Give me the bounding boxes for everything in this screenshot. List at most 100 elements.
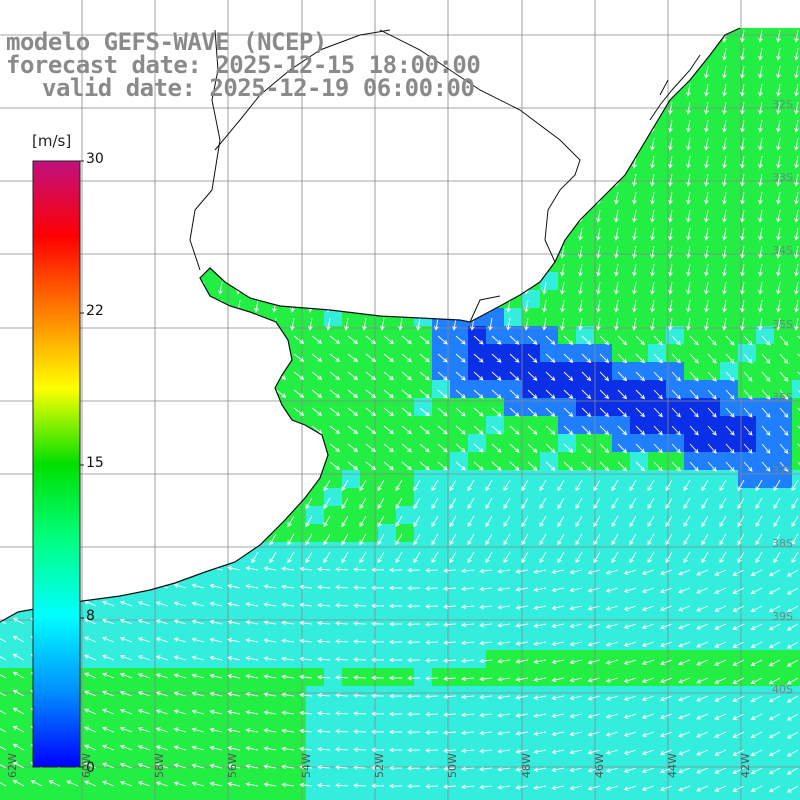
wind-cell: [558, 722, 577, 741]
wind-cell: [792, 722, 800, 741]
wind-arrow: [701, 551, 709, 564]
wind-cell: [324, 740, 343, 759]
wind-cell: [612, 650, 631, 669]
wind-cell: [594, 650, 613, 669]
wind-arrow: [750, 785, 763, 793]
wind-cell: [558, 668, 577, 687]
wind-arrow: [527, 335, 538, 345]
wind-arrow: [614, 317, 619, 331]
wind-arrow: [635, 443, 646, 454]
wind-cell: [126, 596, 145, 615]
wind-cell: [450, 776, 469, 795]
wind-cell: [234, 650, 253, 669]
wind-arrow: [776, 173, 781, 187]
wind-cell: [90, 632, 109, 651]
wind-arrow: [722, 47, 727, 61]
wind-cell: [576, 776, 595, 795]
wind-cell: [558, 704, 577, 723]
wind-cell: [738, 344, 757, 363]
wind-arrow: [380, 317, 385, 331]
wind-arrow: [173, 673, 187, 679]
wind-arrow: [768, 569, 781, 577]
wind-cell: [558, 776, 577, 795]
wind-cell: [702, 92, 721, 111]
wind-cell: [684, 164, 703, 183]
wind-arrow: [218, 281, 223, 295]
wind-cell: [504, 722, 523, 741]
wind-cell: [396, 614, 415, 633]
wind-cell: [756, 308, 775, 327]
wind-arrow: [353, 693, 367, 698]
wind-arrow: [317, 782, 331, 788]
wind-cell: [396, 524, 415, 543]
wind-cell: [360, 686, 379, 705]
wind-cell: [180, 668, 199, 687]
wind-arrow: [701, 533, 709, 546]
wind-arrow: [617, 389, 628, 400]
wind-arrow: [761, 407, 771, 418]
wind-arrow: [299, 674, 313, 680]
wind-cell: [270, 776, 289, 795]
wind-arrow: [569, 749, 583, 755]
wind-arrow: [12, 653, 25, 661]
wind-arrow: [437, 335, 448, 345]
wind-cell: [450, 794, 469, 800]
wind-cell: [774, 668, 793, 687]
wind-cell: [774, 326, 793, 345]
wind-cell: [522, 434, 541, 453]
wind-cell: [774, 776, 793, 795]
wind-cell: [594, 200, 613, 219]
wind-arrow: [581, 371, 592, 382]
wind-arrow: [677, 641, 691, 648]
wind-cell: [774, 398, 793, 417]
wind-cell: [558, 290, 577, 309]
wind-arrow: [437, 371, 448, 381]
wind-cell: [792, 308, 800, 327]
wind-arrow: [371, 783, 385, 789]
wind-cell: [684, 380, 703, 399]
wind-cell: [630, 632, 649, 651]
wind-arrow: [263, 620, 277, 625]
wind-arrow: [551, 731, 565, 737]
wind-cell: [684, 578, 703, 597]
wind-arrow: [569, 695, 583, 701]
wind-arrow: [209, 619, 223, 625]
wind-cell: [306, 740, 325, 759]
wind-arrow: [786, 605, 799, 613]
wind-cell: [216, 578, 235, 597]
wind-cell: [612, 470, 631, 489]
wind-cell: [432, 506, 451, 525]
wind-cell: [648, 488, 667, 507]
wind-arrow: [383, 425, 394, 435]
wind-cell: [540, 722, 559, 741]
wind-cell: [522, 632, 541, 651]
wind-cell: [252, 794, 271, 800]
wind-cell: [342, 650, 361, 669]
wind-arrow: [668, 101, 673, 115]
wind-arrow: [293, 371, 305, 380]
wind-arrow: [389, 693, 403, 699]
wind-arrow: [305, 551, 313, 564]
wind-arrow: [497, 784, 511, 790]
wind-arrow: [407, 711, 421, 717]
wind-arrow: [521, 479, 529, 492]
wind-arrow: [581, 407, 592, 418]
wind-arrow: [263, 782, 277, 787]
wind-cell: [792, 596, 800, 615]
wind-arrow: [449, 551, 457, 564]
wind-arrow: [407, 639, 421, 645]
wind-arrow: [722, 83, 727, 97]
wind-cell: [180, 704, 199, 723]
wind-arrow: [443, 712, 457, 717]
wind-arrow: [533, 731, 547, 736]
wind-cell: [90, 614, 109, 633]
wind-cell: [450, 668, 469, 687]
wind-cell: [756, 578, 775, 597]
wind-cell: [396, 470, 415, 489]
wind-cell: [234, 686, 253, 705]
wind-arrow: [696, 713, 709, 720]
wind-arrow: [776, 137, 781, 151]
wind-cell: [702, 488, 721, 507]
wind-arrow: [605, 677, 619, 683]
wind-cell: [702, 668, 721, 687]
